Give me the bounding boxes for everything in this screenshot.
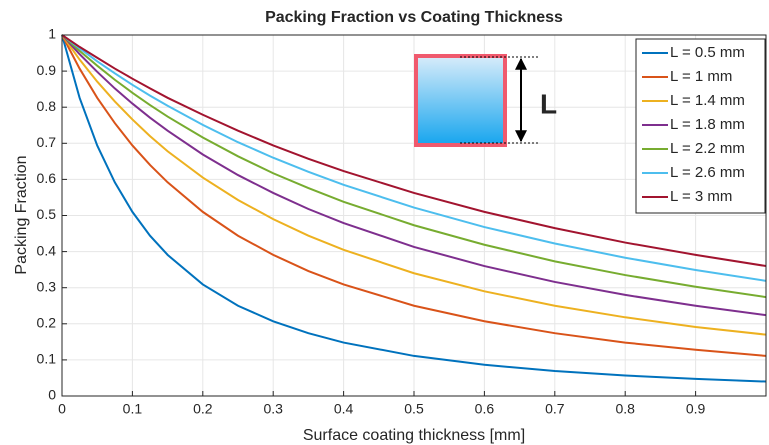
y-tick-label: 0.7	[37, 134, 57, 150]
x-tick-label: 0.7	[545, 401, 565, 417]
x-tick-label: 0.3	[263, 401, 283, 417]
series-line	[61, 34, 767, 317]
y-tick-label: 0.2	[37, 315, 57, 331]
y-tick-label: 0.9	[37, 62, 57, 78]
x-tick-label: 0.2	[193, 401, 213, 417]
x-tick-label: 0.4	[334, 401, 354, 417]
legend-label: L = 2.6 mm	[670, 164, 745, 181]
x-tick-label: 0.6	[475, 401, 495, 417]
series-line	[61, 34, 767, 268]
y-tick-label: 0.1	[37, 351, 57, 367]
series-line	[61, 34, 767, 336]
axes-box	[61, 34, 767, 397]
legend-label: L = 1 mm	[670, 68, 732, 85]
series-line	[61, 34, 767, 299]
y-tick-label: 0.3	[37, 278, 57, 294]
y-tick-label: 0.5	[37, 206, 57, 222]
legend-label: L = 1.8 mm	[670, 116, 745, 133]
y-axis-label: Packing Fraction	[13, 155, 30, 274]
y-tick-label: 0.8	[37, 98, 57, 114]
x-tick-label: 0.5	[404, 401, 424, 417]
x-axis-label: Surface coating thickness [mm]	[303, 427, 525, 444]
y-tick-label: 0.4	[37, 242, 57, 258]
legend-label: L = 0.5 mm	[670, 44, 745, 61]
legend-label: L = 3 mm	[670, 188, 732, 205]
chart-title: Packing Fraction vs Coating Thickness	[265, 9, 563, 26]
inset-diagram: L	[414, 54, 557, 147]
x-tick-label: 0.8	[615, 401, 635, 417]
series-line	[61, 34, 767, 383]
x-tick-label: 0.9	[686, 401, 706, 417]
x-tick-label: 0	[58, 401, 66, 417]
x-tick-label: 0.1	[123, 401, 143, 417]
y-tick-label: 0	[48, 387, 56, 403]
y-tick-label: 0.6	[37, 170, 57, 186]
series-line	[61, 34, 767, 282]
series-line	[61, 34, 767, 357]
inset-square	[414, 54, 507, 147]
inset-label: L	[540, 88, 557, 119]
legend-label: L = 2.2 mm	[670, 140, 745, 157]
legend-label: L = 1.4 mm	[670, 92, 745, 109]
y-tick-label: 1	[48, 26, 56, 42]
